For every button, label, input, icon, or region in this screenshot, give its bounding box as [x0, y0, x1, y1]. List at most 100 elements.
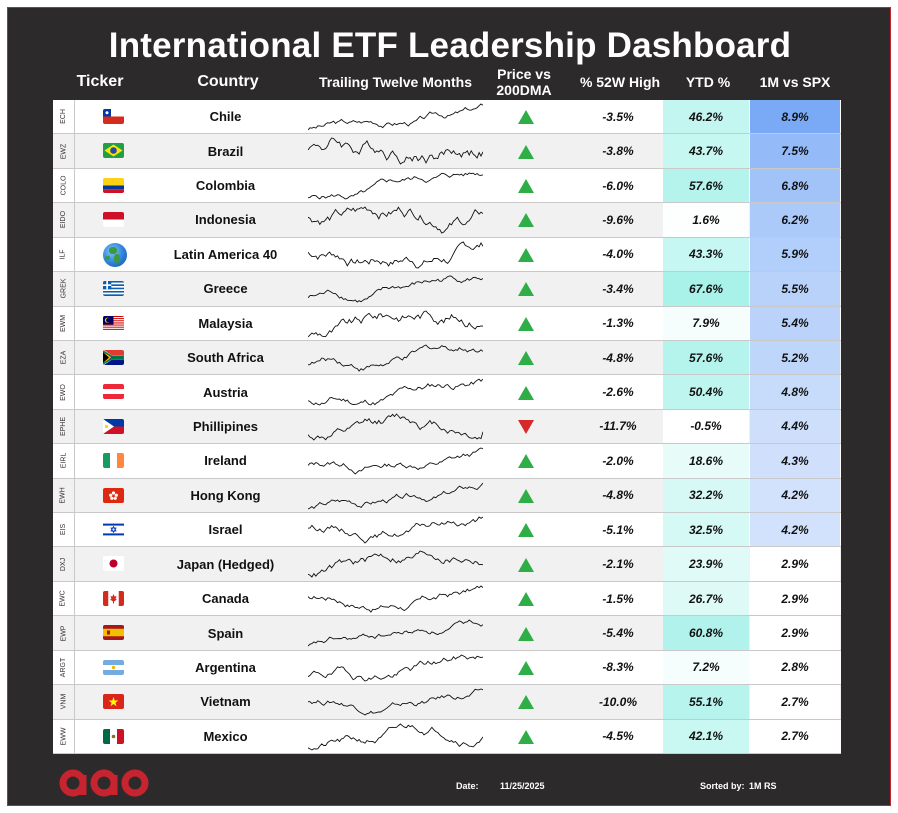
ytd-value: 23.9% [663, 547, 749, 581]
pct-52w-high-value: -5.1% [602, 522, 634, 537]
table-row: DXJ Japan (Hedged) -2.1% 23.9% 2.9% [53, 547, 841, 582]
sparkline-path [308, 447, 483, 475]
ttm-sparkline [308, 585, 483, 613]
pct-52w-high-value: -3.5% [602, 109, 634, 124]
ticker-cell: EWC [53, 581, 75, 616]
ttm-sparkline [308, 482, 483, 510]
rs-1m-vs-spx-value: 7.5% [750, 134, 840, 168]
sparkline-path [308, 103, 483, 131]
sparkline-path [308, 688, 483, 716]
country-name: Vietnam [200, 694, 251, 710]
ticker-cell: ILF [53, 237, 75, 272]
philippines-flag-icon [103, 418, 124, 434]
table-row: EWC Canada -1.5% 26.7% 2.9% [53, 581, 841, 617]
footer-sorted-label: Sorted by: [700, 781, 745, 791]
header-country: Country [197, 73, 259, 90]
ticker-cell: EWH [53, 478, 75, 513]
ticker-label: ECH [60, 109, 67, 125]
ttm-sparkline [308, 516, 483, 544]
rs-1m-vs-spx-value: 2.7% [750, 719, 840, 753]
ytd-value: -0.5% [663, 409, 749, 444]
ytd-value: 32.2% [663, 478, 749, 513]
country-name: Spain [207, 625, 244, 641]
ytd-value: 55.1% [663, 685, 749, 719]
ytd-value: 43.3% [663, 237, 749, 272]
ttm-sparkline [308, 344, 483, 372]
table-row: ILF Latin America 40 -4.0% 43.3% 5.9% [53, 237, 841, 273]
spain-flag-icon [103, 625, 124, 641]
ticker-label: EZA [60, 350, 67, 365]
ttm-sparkline [308, 310, 483, 337]
argentina-flag-icon [103, 659, 124, 675]
rs-1m-vs-spx-value: 2.9% [750, 547, 840, 581]
ytd-value: 7.2% [663, 650, 749, 685]
country-name: Japan (Hedged) [176, 556, 275, 572]
table-row: EWM Malaysia -1.3% 7.9% 5.4% [53, 306, 841, 341]
ytd-value: 46.2% [663, 100, 749, 134]
pct-52w-high-value: -5.4% [602, 626, 634, 641]
ttm-sparkline [308, 688, 483, 716]
arrow-up-icon [518, 695, 534, 710]
country-name: Colombia [195, 178, 256, 194]
ticker-label: COLO [60, 175, 67, 196]
rs-1m-vs-spx-value: 4.3% [750, 444, 840, 478]
pct-52w-high-value: -6.0% [602, 178, 634, 193]
ttm-sparkline [308, 619, 483, 647]
chile-flag-icon [103, 109, 124, 124]
table-row: VNM Vietnam -10.0% 55.1% 2.7% [53, 685, 841, 720]
ireland-flag-icon [103, 453, 124, 469]
ticker-label: VNM [60, 694, 67, 710]
arrow-up-icon [518, 729, 534, 744]
ticker-label: EIDO [60, 211, 67, 229]
ttm-sparkline [308, 241, 483, 269]
table-row: EZA South Africa -4.8% 57.6% 5.2% [53, 340, 841, 376]
pct-52w-high-value: -3.4% [602, 281, 634, 296]
pct-52w-high-value: -2.1% [602, 557, 634, 572]
table-row: ECH Chile -3.5% 46.2% 8.9% [53, 100, 841, 135]
sparkline-path [308, 516, 483, 544]
table-row: COLO Colombia -6.0% 57.6% 6.8% [53, 168, 841, 204]
arrow-up-icon [518, 385, 534, 400]
ttm-sparkline [308, 172, 483, 200]
table-row: ARGT Argentina -8.3% 7.2% 2.8% [53, 650, 841, 686]
pct-52w-high-value: -10.0% [598, 694, 638, 709]
ticker-cell: EWZ [53, 134, 75, 168]
table-row: EWW Mexico -4.5% 42.1% 2.7% [53, 719, 841, 754]
ticker-cell: GREK [53, 272, 75, 306]
country-name: Brazil [207, 143, 244, 159]
brand-logo-icon [59, 769, 149, 797]
pct-52w-high-value: -9.6% [602, 212, 634, 227]
rs-1m-vs-spx-value: 2.9% [750, 616, 840, 650]
ttm-sparkline [308, 413, 483, 441]
ticker-cell: ARGT [53, 650, 75, 685]
ticker-cell: EPHE [53, 409, 75, 444]
sparkline-path [308, 137, 483, 166]
ticker-label: EPHE [60, 416, 67, 437]
ytd-value: 26.7% [663, 581, 749, 616]
country-name: Mexico [203, 728, 248, 744]
ticker-label: EWO [59, 383, 67, 401]
pct-52w-high-value: -2.6% [602, 385, 634, 400]
ytd-value: 50.4% [663, 375, 749, 409]
ticker-label: EWW [59, 727, 67, 746]
ticker-label: EWH [60, 487, 67, 504]
table-row: GREK Greece -3.4% 67.6% 5.5% [53, 272, 841, 307]
arrow-up-icon [518, 179, 534, 194]
sparkline-path [308, 619, 483, 647]
etf-table: ECH Chile -3.5% 46.2% 8.9% EWZ Brazil -3.8% 43.7… [53, 100, 841, 754]
ticker-cell: DXJ [53, 547, 75, 581]
table-row: EWP Spain -5.4% 60.8% 2.9% [53, 616, 841, 651]
table-row: EWO Austria -2.6% 50.4% 4.8% [53, 375, 841, 410]
ticker-cell: VNM [53, 685, 75, 719]
country-name: Canada [202, 591, 249, 607]
table-row: EIRL Ireland -2.0% 18.6% 4.3% [53, 444, 841, 479]
footer-date-value: 11/25/2025 [500, 781, 545, 791]
sparkline-path [308, 241, 483, 269]
rs-1m-vs-spx-value: 5.2% [750, 340, 840, 375]
ticker-cell: EIS [53, 513, 75, 547]
ticker-cell: EIRL [53, 444, 75, 478]
ytd-value: 7.9% [663, 306, 749, 340]
arrow-up-icon [518, 316, 534, 331]
mexico-flag-icon [103, 728, 124, 744]
footer-date-label: Date: [456, 781, 479, 791]
